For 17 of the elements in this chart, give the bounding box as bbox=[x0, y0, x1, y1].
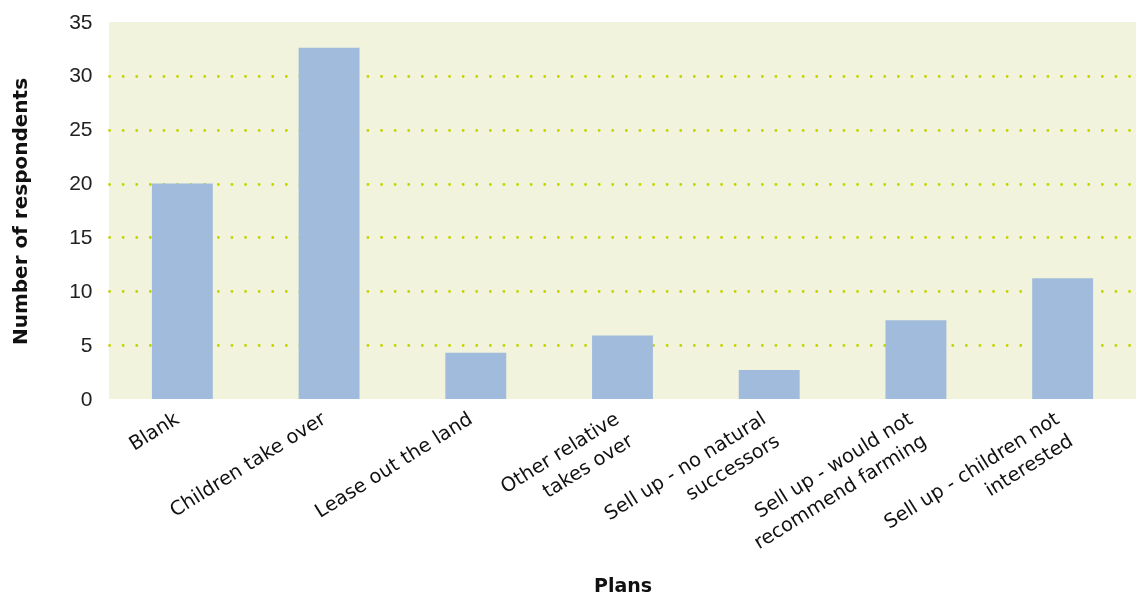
bar bbox=[592, 335, 653, 399]
bar bbox=[885, 320, 947, 399]
y-axis-title: Number of respondents bbox=[7, 77, 32, 346]
y-tick-label: 20 bbox=[69, 171, 93, 195]
x-axis-title: Plans bbox=[593, 573, 653, 596]
bar bbox=[298, 47, 360, 399]
y-tick-label: 5 bbox=[80, 332, 93, 356]
y-tick-label: 15 bbox=[69, 224, 93, 248]
y-tick-label: 25 bbox=[69, 117, 93, 141]
y-tick-label: 35 bbox=[69, 9, 93, 33]
bar bbox=[738, 369, 800, 399]
bar bbox=[1032, 278, 1094, 399]
y-tick-label: 30 bbox=[69, 63, 93, 87]
y-tick-label: 10 bbox=[69, 278, 93, 302]
y-tick-label: 0 bbox=[80, 386, 93, 410]
bar bbox=[445, 352, 507, 399]
bar bbox=[151, 183, 213, 399]
